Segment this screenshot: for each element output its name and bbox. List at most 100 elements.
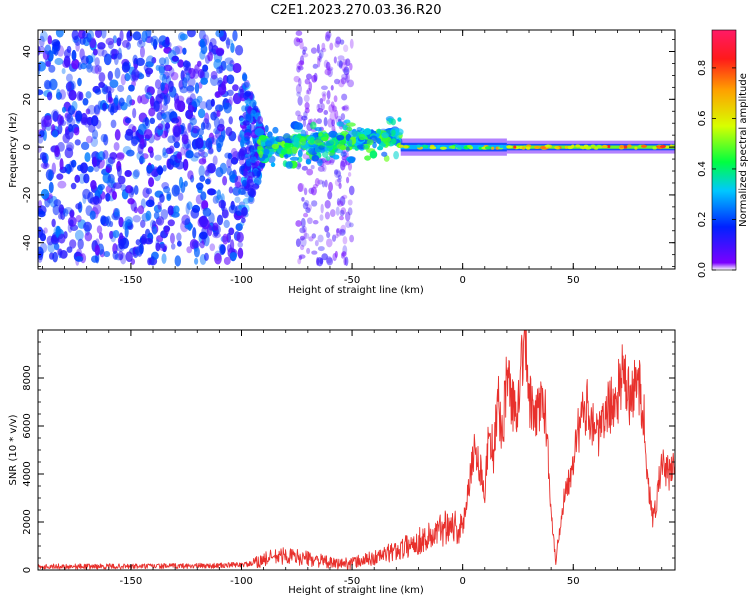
spectrogram-cell (301, 165, 308, 171)
spectrogram-cell (303, 232, 310, 240)
spectrogram-cell (103, 86, 112, 93)
spectrogram-cell (62, 59, 71, 69)
spectrogram-cell (112, 250, 119, 260)
spectrogram-cell (173, 125, 181, 138)
spectrogram-cell (139, 46, 145, 58)
spectrogram-cell (215, 30, 225, 38)
spectrogram-cell (207, 140, 213, 150)
spectrogram-cell (302, 118, 307, 128)
spectrogram-cell (250, 109, 257, 118)
spectrogram-cell (216, 48, 225, 57)
spectrogram-cell (173, 205, 180, 214)
spectrogram-cell (334, 169, 339, 175)
spectrogram-cell (174, 98, 181, 111)
spectrogram-cell (132, 170, 140, 180)
spectrogram-cell (331, 234, 337, 242)
spectrogram-cell (256, 170, 261, 177)
spectrogram-cell (153, 204, 162, 213)
spectrogram-cell (132, 54, 138, 65)
spectrogram-cell (303, 229, 307, 239)
spectrogram-cell (133, 169, 141, 178)
spectrogram-cell (170, 243, 176, 250)
spectrogram-cell (179, 33, 188, 41)
spectrogram-cell (338, 79, 345, 88)
spectrogram-y-tick-label: -40 (22, 235, 33, 251)
spectrogram-cell (334, 78, 341, 85)
snr-series-line (38, 330, 675, 570)
spectrogram-cell (168, 67, 175, 77)
spectrogram-cell (264, 140, 273, 147)
spectrogram-cell (69, 239, 77, 249)
spectrogram-cell (204, 169, 211, 178)
spectrogram-cell (347, 156, 356, 164)
spectrogram-cell (52, 204, 60, 216)
spectrogram-cell (132, 107, 137, 119)
spectrogram-cell (329, 138, 338, 145)
spectrogram-cell (240, 190, 247, 196)
spectrogram-cell (390, 118, 396, 126)
spectrogram-cell (58, 204, 65, 214)
spectrogram-cell (165, 122, 170, 134)
spectrogram-cell (188, 67, 196, 79)
spectrogram-cell (90, 136, 99, 148)
spectrogram-cell (336, 121, 344, 127)
spectrogram-cell (303, 187, 308, 196)
spectrogram-cell (57, 233, 66, 244)
spectrogram-cell (345, 72, 350, 83)
spectrogram-cell (191, 138, 201, 151)
spectrogram-cell (325, 61, 331, 71)
spectrogram-cell (176, 240, 182, 247)
spectrogram-cell (102, 102, 107, 112)
spectrogram-cell (53, 45, 59, 56)
spectrogram-cell (376, 128, 382, 135)
spectrogram-cell (58, 89, 66, 100)
spectrogram-cell (71, 100, 78, 111)
spectrogram-cell (155, 242, 161, 252)
spectrogram-cell (304, 200, 310, 206)
spectrogram-cell (341, 251, 347, 257)
spectrogram-cell (151, 56, 157, 64)
spectrogram-y-tick-label: 40 (22, 45, 33, 58)
spectrogram-cell (52, 110, 59, 122)
spectrogram-cell (347, 79, 354, 88)
spectrogram-cell (335, 170, 341, 178)
spectrogram-cell (200, 191, 207, 201)
spectrogram-cell (339, 139, 347, 145)
spectrogram-cell (295, 220, 302, 227)
spectrogram-cell (467, 144, 472, 149)
spectrogram-cell (297, 163, 302, 168)
spectrogram-cell (145, 210, 152, 221)
spectrogram-cell (84, 232, 93, 242)
spectrogram-cell (484, 146, 492, 150)
spectrogram-cell (634, 146, 638, 150)
spectrogram-cell (317, 234, 324, 243)
spectrogram-cell (74, 139, 81, 146)
spectrogram-cell (280, 148, 288, 155)
spectrogram-cell (297, 257, 302, 265)
spectrogram-cell (546, 144, 550, 148)
spectrogram-cell (203, 252, 209, 261)
spectrogram-cell (38, 226, 44, 238)
spectrogram-cell (38, 89, 44, 96)
spectrogram-cell (340, 207, 347, 215)
spectrogram-cell (321, 91, 327, 97)
spectrogram-cell (186, 246, 193, 254)
spectrogram-cell (164, 122, 171, 130)
spectrogram-x-tick-label: 50 (567, 275, 580, 286)
spectrogram-cell (85, 108, 91, 115)
spectrogram-cell (196, 60, 202, 67)
spectrogram-cell (311, 200, 318, 207)
spectrogram-cell (299, 255, 303, 261)
spectrogram-cell (324, 160, 331, 166)
spectrogram-cell (310, 47, 317, 54)
spectrogram-cell (38, 46, 46, 54)
spectrogram-cell (178, 176, 184, 189)
spectrogram-cell (121, 62, 130, 73)
spectrogram-cell (116, 152, 125, 160)
spectrogram-cell (110, 119, 117, 129)
spectrogram-cell (295, 83, 302, 94)
spectrogram-cell (338, 228, 346, 236)
spectrogram-cell (69, 210, 75, 218)
spectrogram-cell (113, 142, 120, 151)
spectrogram-cell (209, 38, 217, 48)
